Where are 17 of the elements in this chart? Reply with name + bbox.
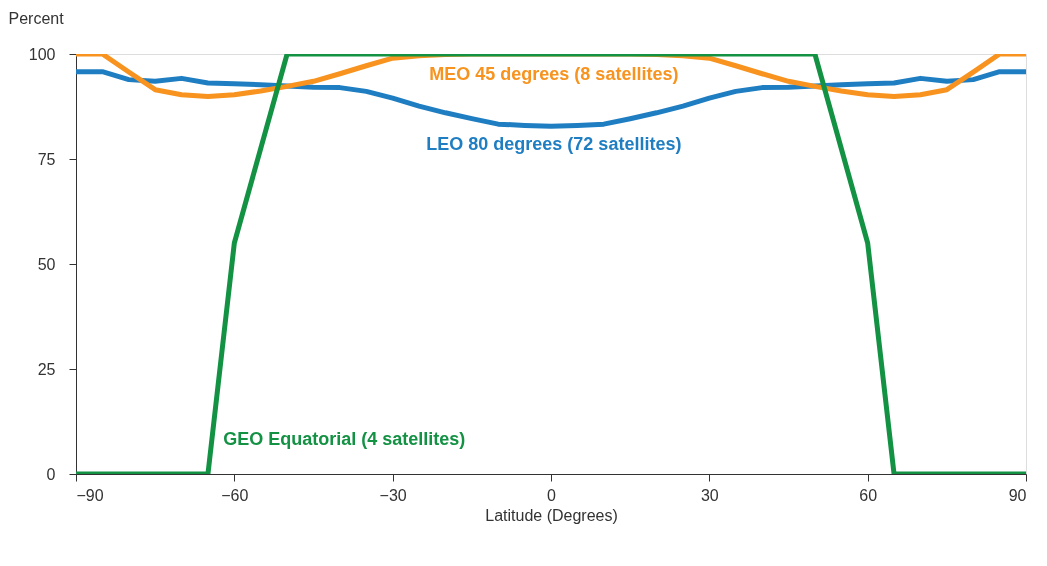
- y-axis-title: Percent: [8, 9, 65, 27]
- y-tick-label: 0: [46, 465, 56, 483]
- y-tick-label: 75: [37, 150, 56, 168]
- x-axis-title: Latitude (Degrees): [485, 506, 618, 524]
- x-tick-label: 0: [547, 486, 557, 504]
- x-tick-label: −90: [76, 486, 104, 504]
- series-label: MEO 45 degrees (8 satellites): [429, 64, 679, 84]
- x-tick-label: 60: [859, 486, 878, 504]
- x-tick-label: −60: [221, 486, 249, 504]
- series-label: LEO 80 degrees (72 satellites): [426, 134, 682, 155]
- series-label: GEO Equatorial (4 satellites): [223, 428, 466, 449]
- x-tick-label: 90: [1008, 486, 1027, 504]
- y-tick-label: 50: [37, 255, 56, 273]
- y-tick-label: 100: [28, 45, 56, 63]
- y-tick-label: 25: [37, 360, 56, 378]
- x-tick-label: −30: [379, 486, 407, 504]
- x-tick-label: 30: [700, 486, 719, 504]
